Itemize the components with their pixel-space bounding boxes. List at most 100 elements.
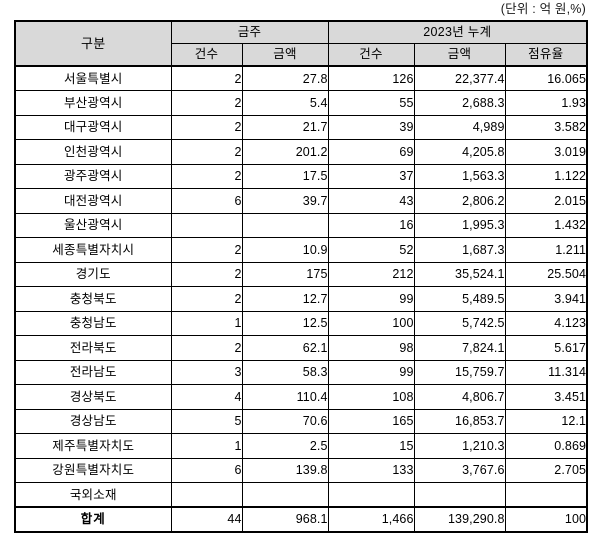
cell-year-share: 3.941 (504, 286, 588, 312)
header-region: 구분 (14, 20, 172, 67)
cell-year-share (504, 482, 588, 508)
cell-year-count: 52 (327, 237, 415, 263)
cell-week-amount: 110.4 (241, 384, 329, 410)
cell-year-amount: 4,989 (413, 114, 506, 140)
cell-region: 대구광역시 (14, 114, 172, 140)
cell-year-share: 11.314 (504, 359, 588, 385)
cell-week-count: 2 (170, 237, 243, 263)
cell-year-amount (413, 482, 506, 508)
cell-year-share: 3.451 (504, 384, 588, 410)
cell-week-count (170, 212, 243, 238)
cell-year-count: 37 (327, 163, 415, 189)
table-row: 전라남도 3 58.3 99 15,759.7 11.314 (14, 359, 588, 385)
header-year-count: 건수 (327, 42, 415, 67)
header-group-year: 2023년 누계 (327, 20, 588, 44)
cell-year-amount: 1,210.3 (413, 433, 506, 459)
table-row: 경상북도 4 110.4 108 4,806.7 3.451 (14, 384, 588, 410)
cell-region: 국외소재 (14, 482, 172, 508)
table-row: 대전광역시 6 39.7 43 2,806.2 2.015 (14, 188, 588, 214)
cell-total-year-share: 100 (504, 506, 588, 532)
header-year-share: 점유율 (504, 42, 588, 67)
cell-week-count: 3 (170, 359, 243, 385)
cell-week-count: 2 (170, 261, 243, 287)
cell-week-amount: 12.7 (241, 286, 329, 312)
cell-year-amount: 2,806.2 (413, 188, 506, 214)
cell-year-amount: 1,995.3 (413, 212, 506, 238)
header-week-count: 건수 (170, 42, 243, 67)
table-row: 충청북도 2 12.7 99 5,489.5 3.941 (14, 286, 588, 312)
cell-region: 경상남도 (14, 408, 172, 434)
cell-total-label: 합계 (14, 506, 172, 532)
table-row: 전라북도 2 62.1 98 7,824.1 5.617 (14, 335, 588, 361)
cell-week-amount: 201.2 (241, 139, 329, 165)
table-row: 충청남도 1 12.5 100 5,742.5 4.123 (14, 310, 588, 336)
cell-region: 전라남도 (14, 359, 172, 385)
cell-week-amount: 39.7 (241, 188, 329, 214)
cell-year-amount: 2,688.3 (413, 90, 506, 116)
cell-region: 인천광역시 (14, 139, 172, 165)
table-row: 울산광역시 16 1,995.3 1.432 (14, 212, 588, 238)
table-row: 부산광역시 2 5.4 55 2,688.3 1.93 (14, 90, 588, 116)
cell-week-amount: 139.8 (241, 457, 329, 483)
cell-region: 경기도 (14, 261, 172, 287)
cell-week-amount: 5.4 (241, 90, 329, 116)
cell-region: 광주광역시 (14, 163, 172, 189)
unit-caption: (단위 : 억 원,%) (500, 2, 586, 16)
cell-region: 전라북도 (14, 335, 172, 361)
cell-region: 부산광역시 (14, 90, 172, 116)
cell-week-amount (241, 212, 329, 238)
cell-week-count: 4 (170, 384, 243, 410)
cell-year-share: 5.617 (504, 335, 588, 361)
cell-total-week-amount: 968.1 (241, 506, 329, 532)
table-row: 경기도 2 175 212 35,524.1 25.504 (14, 261, 588, 287)
cell-week-amount (241, 482, 329, 508)
cell-year-count: 212 (327, 261, 415, 287)
header-week-amount: 금액 (241, 42, 329, 67)
cell-week-count: 2 (170, 90, 243, 116)
cell-total-year-count: 1,466 (327, 506, 415, 532)
regional-statistics-table: 구분 금주 2023년 누계 건수 금액 건수 금액 점유율 서울특별시 2 27.… (14, 20, 589, 533)
cell-year-share: 1.122 (504, 163, 588, 189)
cell-year-count: 165 (327, 408, 415, 434)
cell-week-count: 2 (170, 139, 243, 165)
cell-total-week-count: 44 (170, 506, 243, 532)
cell-year-count: 15 (327, 433, 415, 459)
cell-total-year-amount: 139,290.8 (413, 506, 506, 532)
table-row: 국외소재 (14, 482, 588, 508)
cell-region: 경상북도 (14, 384, 172, 410)
cell-year-count: 55 (327, 90, 415, 116)
cell-week-count: 2 (170, 335, 243, 361)
cell-week-amount: 21.7 (241, 114, 329, 140)
cell-year-amount: 35,524.1 (413, 261, 506, 287)
cell-year-count: 69 (327, 139, 415, 165)
cell-region: 대전광역시 (14, 188, 172, 214)
cell-region: 충청북도 (14, 286, 172, 312)
table-container: 구분 금주 2023년 누계 건수 금액 건수 금액 점유율 서울특별시 2 27.… (14, 20, 589, 533)
cell-week-amount: 10.9 (241, 237, 329, 263)
cell-year-amount: 5,742.5 (413, 310, 506, 336)
header-row-group: 구분 금주 2023년 누계 (14, 20, 588, 67)
table-body: 서울특별시 2 27.8 126 22,377.4 16.065 부산광역시 2 5.4 55 2,… (14, 65, 588, 532)
cell-year-count: 133 (327, 457, 415, 483)
cell-week-count (170, 482, 243, 508)
cell-week-count: 2 (170, 286, 243, 312)
cell-week-amount: 70.6 (241, 408, 329, 434)
cell-region: 제주특별자치도 (14, 433, 172, 459)
cell-year-amount: 4,205.8 (413, 139, 506, 165)
cell-year-share: 3.019 (504, 139, 588, 165)
table-row: 제주특별자치도 1 2.5 15 1,210.3 0.869 (14, 433, 588, 459)
cell-week-count: 1 (170, 310, 243, 336)
cell-week-count: 2 (170, 114, 243, 140)
cell-year-count: 43 (327, 188, 415, 214)
cell-year-share: 1.432 (504, 212, 588, 238)
cell-year-share: 1.93 (504, 90, 588, 116)
cell-week-amount: 17.5 (241, 163, 329, 189)
cell-week-amount: 2.5 (241, 433, 329, 459)
cell-week-count: 6 (170, 188, 243, 214)
cell-region: 서울특별시 (14, 65, 172, 91)
cell-week-amount: 12.5 (241, 310, 329, 336)
table-row: 광주광역시 2 17.5 37 1,563.3 1.122 (14, 163, 588, 189)
cell-year-share: 2.015 (504, 188, 588, 214)
table-header: 구분 금주 2023년 누계 건수 금액 건수 금액 점유율 (14, 20, 588, 67)
